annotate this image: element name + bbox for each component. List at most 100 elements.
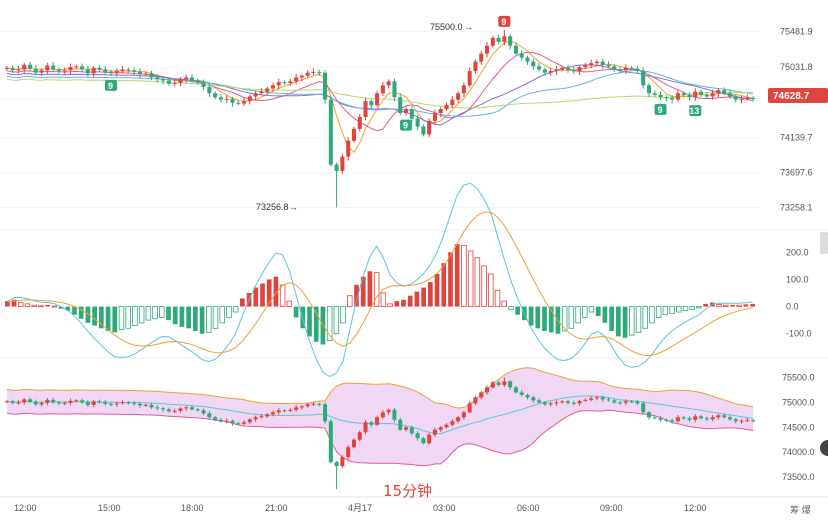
boll-candle-body (201, 410, 206, 414)
boll-candle-body (357, 432, 362, 440)
boll-candle-body (583, 399, 588, 401)
boll-y-tick: 74500.0 (782, 422, 815, 432)
corner-buttons[interactable]: 筹 爆 (790, 504, 811, 516)
boll-candle-body (207, 413, 212, 418)
candle-body (658, 94, 663, 98)
candle-body (80, 66, 85, 70)
boll-candle-body (612, 400, 617, 403)
boll-candle-body (658, 418, 663, 420)
boll-candle-body (733, 419, 738, 422)
boll-candle-body (537, 400, 542, 403)
x-tick-label: 06:00 (517, 503, 540, 513)
macd-bar (293, 306, 299, 318)
macd-bar (92, 306, 97, 326)
boll-candle-body (22, 399, 27, 403)
candle-body (288, 81, 293, 83)
boll-candle-body (606, 399, 611, 401)
candle-body (531, 61, 536, 67)
candle-body (369, 101, 374, 106)
candle-body (693, 91, 698, 98)
candle-body (224, 98, 229, 100)
candle-body (137, 71, 142, 75)
candle-body (542, 69, 547, 73)
boll-candle-body (531, 397, 536, 401)
macd-y-tick: -100.0 (786, 329, 812, 339)
boll-candle-body (294, 407, 299, 410)
boll-candle-body (467, 403, 472, 413)
boll-candle-body (45, 399, 50, 403)
candle-body (670, 98, 675, 100)
boll-candle-body (496, 382, 501, 385)
boll-candle-body (323, 404, 328, 422)
candle-body (328, 99, 333, 165)
macd-bar (494, 289, 501, 307)
macd-bar (669, 306, 675, 314)
macd-bar (682, 306, 689, 312)
main-y-tick: 73258.1 (780, 202, 813, 212)
candle-body (299, 75, 304, 78)
ma-line (6, 40, 754, 154)
boll-candle-body (28, 399, 33, 402)
candle-body (375, 93, 380, 106)
candle-body (496, 37, 501, 42)
macd-bar (38, 305, 44, 308)
boll-candle-body (299, 406, 304, 408)
boll-candle-body (710, 417, 715, 420)
boll-candle-body (594, 397, 599, 399)
macd-bar (609, 306, 614, 331)
macd-bar (629, 306, 635, 336)
ma-line (6, 64, 754, 126)
main-y-tick: 73697.6 (780, 168, 813, 178)
candle-body (565, 67, 571, 71)
boll-candle-body (519, 392, 524, 395)
boll-candle-body (670, 420, 675, 422)
candle-body (172, 82, 177, 84)
candle-body (207, 86, 212, 94)
candle-body (484, 45, 490, 54)
macd-bar (65, 306, 71, 311)
macd-bar (387, 303, 393, 307)
boll-candle-body (502, 381, 507, 385)
macd-bar (159, 306, 165, 318)
macd-bar (31, 304, 37, 307)
boll-candle-body (409, 427, 414, 434)
last-price-label: 74628.7 (773, 91, 810, 102)
boll-candle-body (745, 420, 750, 422)
td-marker (400, 119, 413, 131)
boll-candle-body (369, 422, 374, 425)
macd-bar (313, 306, 319, 342)
candle-body (166, 80, 171, 84)
candle-body (62, 70, 67, 72)
macd-bar (360, 276, 366, 307)
boll-candle-body (247, 419, 252, 423)
boll-candle-body (33, 401, 38, 405)
boll-candle-body (363, 422, 368, 433)
boll-candle-body (276, 410, 281, 413)
side-button-icon[interactable] (820, 440, 828, 456)
main-y-tick: 75481.9 (780, 26, 813, 36)
boll-candle-body (184, 407, 189, 409)
macd-bar (152, 306, 158, 320)
macd-bar (750, 303, 755, 307)
macd-bar (333, 306, 340, 335)
boll-candles (4, 377, 756, 490)
candle-body (323, 72, 328, 100)
ma-line (6, 51, 754, 132)
macd-bar (45, 304, 50, 307)
macd-bar (51, 305, 58, 308)
candle-body (722, 90, 727, 94)
timeframe-label: 15分钟 (383, 482, 432, 500)
macd-bar (676, 306, 682, 313)
candle-body (404, 109, 409, 114)
candle-body (386, 81, 391, 86)
scroll-handle[interactable] (820, 232, 828, 254)
macd-bar (689, 306, 695, 310)
candle-body (126, 69, 131, 71)
macd-bar (602, 306, 608, 323)
boll-candle-body (525, 394, 530, 398)
macd-bar (112, 306, 118, 333)
boll-candle-body (305, 404, 310, 407)
macd-bar (595, 306, 601, 317)
candle-body (398, 97, 403, 114)
candle-body (664, 97, 669, 99)
